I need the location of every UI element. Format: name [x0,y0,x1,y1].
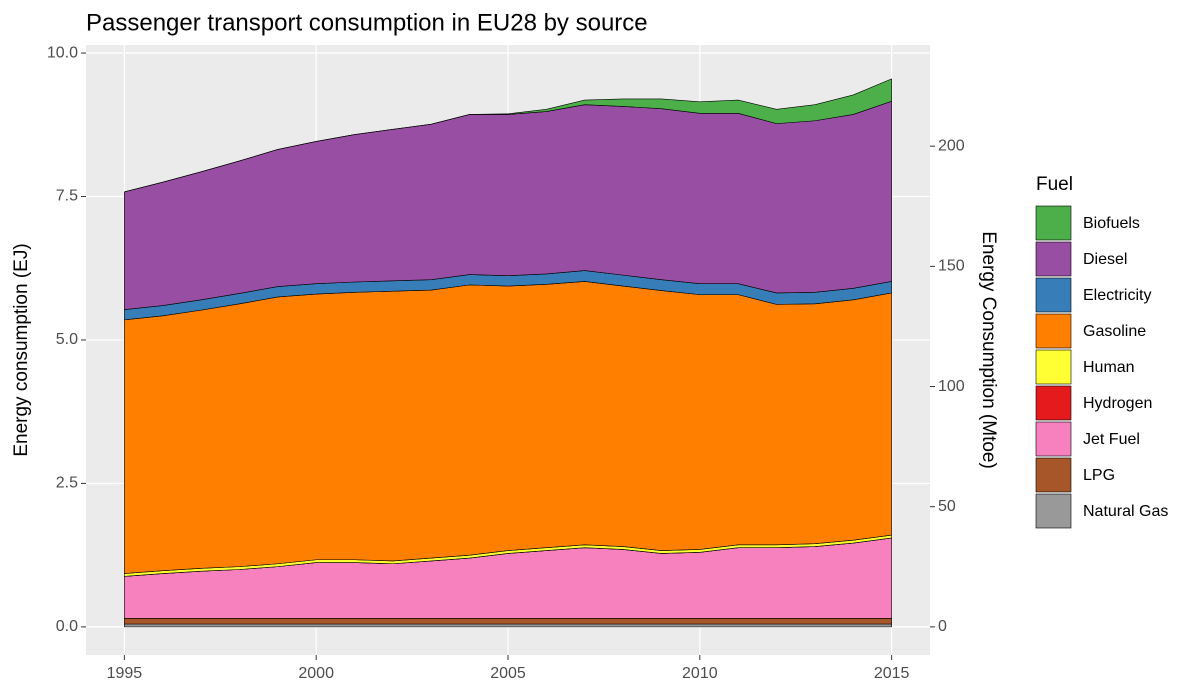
y-tick-label: 5.0 [56,331,78,348]
y-tick-label: 2.5 [56,475,78,492]
y2-tick-label: 150 [938,258,965,275]
area [124,623,892,628]
legend-title: Fuel [1036,174,1073,195]
y2-axis-label: Energy Consumption (Mtoe) [978,231,999,469]
x-tick-label: 2000 [298,665,334,682]
legend-label: Biofuels [1083,215,1140,232]
y-tick-label: 0.0 [56,618,78,635]
area [124,78,892,193]
x-tick-label: 2015 [874,665,910,682]
legend-key [1035,277,1072,313]
legend-label: Electricity [1083,287,1151,304]
y2-tick-label: 200 [938,137,965,154]
legend-label: Diesel [1083,251,1127,268]
legend-label: Jet Fuel [1083,431,1140,448]
legend-label: Hydrogen [1083,395,1152,412]
x-tick-label: 2005 [490,665,526,682]
legend-label: Natural Gas [1083,503,1168,520]
legend-key [1035,493,1072,529]
legend-key [1035,241,1072,277]
legend-key [1035,349,1072,385]
x-tick-label: 1995 [107,665,143,682]
legend-key [1035,313,1072,349]
legend-key [1035,421,1072,457]
y2-tick-label: 0 [938,618,947,635]
legend-key [1035,205,1072,241]
legend-label: Gasoline [1083,323,1146,340]
y-axis-label: Energy consumption (EJ) [11,243,32,456]
y2-tick-label: 50 [938,498,956,515]
legend-label: LPG [1083,467,1115,484]
x-tick-label: 2010 [682,665,718,682]
y2-tick-label: 100 [938,378,965,395]
area [124,617,892,625]
legend-key [1035,385,1072,421]
chart-title: Passenger transport consumption in EU28 … [86,9,648,36]
area [124,281,892,574]
legend-key [1035,457,1072,493]
y-tick-label: 10.0 [47,44,78,61]
y-tick-label: 7.5 [56,188,78,205]
legend-label: Human [1083,359,1135,376]
